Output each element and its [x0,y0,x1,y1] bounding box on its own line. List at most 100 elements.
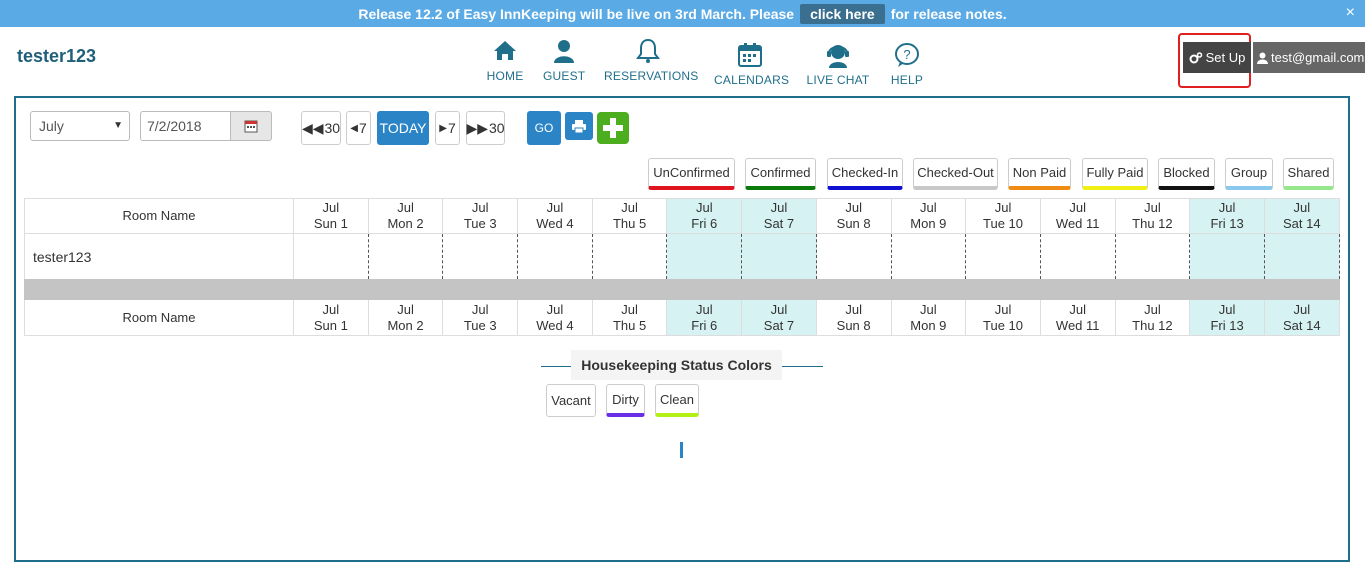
forward-30-button[interactable]: ▶▶ 30 [466,111,505,145]
left-icon: ◀ [350,122,358,134]
room-day-cell[interactable] [294,234,369,279]
room-day-cell[interactable] [1264,234,1340,279]
go-button[interactable]: GO [527,111,561,145]
legend-checked-out: Checked-Out [913,158,998,190]
nav-help-label: HELP [890,73,924,87]
nav-home-label: HOME [486,69,524,83]
nav-live-chat[interactable]: LIVE CHAT [806,40,870,87]
month-select-value: July [39,118,64,134]
legend-non-paid: Non Paid [1008,158,1071,190]
room-day-cell[interactable] [1116,234,1191,279]
room-day-cell[interactable] [742,234,817,279]
date-input[interactable]: 7/2/2018 [140,111,231,141]
day-label: Sat 14 [1282,317,1321,333]
day-month: Jul [471,200,489,215]
legend-group: Group [1225,158,1273,190]
room-day-cell[interactable] [1041,234,1116,279]
room-day-cell[interactable] [593,234,668,279]
header-day-12: Jul Thu 12 [1116,199,1191,233]
nav-home[interactable]: HOME [485,36,525,83]
header-day-1: Jul Sun 1 [294,199,369,233]
banner-text-after: for release notes. [890,5,1007,22]
day-label: Wed 11 [1055,216,1100,231]
legend-confirmed: Confirmed [745,158,816,190]
footer-day-8: Jul Sun 8 [817,300,892,335]
room-name-cell[interactable]: tester123 [24,234,294,279]
forward-7-button[interactable]: ▶ 7 [435,111,460,145]
day-label: Mon 2 [387,216,424,231]
divider [782,366,823,367]
calendar-icon [244,120,258,132]
day-month: Jul [1218,200,1236,215]
day-month: Jul [546,200,564,215]
gears-icon [1189,51,1202,63]
day-label: Tue 10 [983,317,1024,333]
day-month: Jul [845,200,862,215]
day-label: Tue 10 [983,216,1024,231]
back-7-button[interactable]: ◀ 7 [346,111,371,145]
day-label: Sat 14 [1282,216,1321,231]
room-day-cell[interactable] [443,234,519,279]
print-button[interactable] [565,112,593,140]
day-label: Sun 1 [313,216,348,231]
hk-vacant-label: Vacant [551,393,591,408]
day-label: Fri 13 [1210,317,1244,333]
nav-guest[interactable]: GUEST [543,36,585,83]
day-label: Thu 5 [612,216,647,231]
nav-help[interactable]: ? HELP [888,40,926,87]
day-month: Jul [845,301,862,317]
room-day-cell[interactable] [1190,234,1265,279]
room-day-cell[interactable] [817,234,892,279]
today-button[interactable]: TODAY [377,111,429,145]
date-picker-button[interactable] [230,111,272,141]
calendar-header-row: Room Name Jul Sun 1 Jul Mon 2 Jul Tue 3 Jul Wed … [24,198,1340,234]
day-label: Sun 8 [836,317,871,333]
setup-button[interactable]: Set Up [1183,42,1251,73]
room-day-cell[interactable] [892,234,967,279]
day-month: Jul [920,301,937,317]
release-notes-link[interactable]: click here [800,3,885,24]
day-month: Jul [770,200,788,215]
footer-day-4: Jul Wed 4 [518,300,593,335]
day-label: Fri 13 [1210,216,1244,231]
month-select[interactable]: July ▼ [30,111,130,141]
nav-calendars[interactable]: CALENDARS [714,40,789,87]
close-banner-icon[interactable]: × [1345,4,1355,21]
day-month: Jul [621,200,638,215]
room-day-cell[interactable] [518,234,593,279]
day-month: Jul [695,200,713,215]
nav-reservations[interactable]: RESERVATIONS [604,36,698,83]
back-30-button[interactable]: ◀◀ 30 [301,111,341,145]
divider [541,366,571,367]
right-icon: ▶ [439,122,447,134]
day-month: Jul [621,301,638,317]
day-label: Thu 5 [612,317,647,333]
back-30-label: 30 [324,120,341,136]
setup-label: Set Up [1205,50,1246,65]
footer-day-6: Jul Fri 6 [667,300,743,335]
header-day-3: Jul Tue 3 [443,199,519,233]
day-month: Jul [471,301,489,317]
header-day-9: Jul Mon 9 [892,199,967,233]
legend-fully-paid: Fully Paid [1082,158,1148,190]
day-month: Jul [397,200,414,215]
help-icon: ? [895,43,919,67]
room-day-cell[interactable] [369,234,444,279]
brand-name[interactable]: tester123 [17,46,97,66]
room-day-cell[interactable] [667,234,743,279]
double-left-icon: ◀◀ [301,119,324,136]
hk-dirty-label: Dirty [612,391,639,407]
day-label: Sat 7 [763,216,795,231]
add-reservation-button[interactable] [597,112,629,144]
double-right-icon: ▶▶ [466,119,488,136]
user-menu-button[interactable]: test@gmail.com [1253,42,1365,73]
room-name-header: Room Name [24,199,294,233]
header-day-5: Jul Thu 5 [593,199,668,233]
footer-day-10: Jul Tue 10 [966,300,1041,335]
hk-clean-label: Clean [660,391,694,407]
release-banner: Release 12.2 of Easy InnKeeping will be … [0,0,1365,27]
day-month: Jul [695,301,713,317]
user-icon [554,40,574,63]
room-day-cell[interactable] [966,234,1041,279]
bell-icon [636,38,660,63]
